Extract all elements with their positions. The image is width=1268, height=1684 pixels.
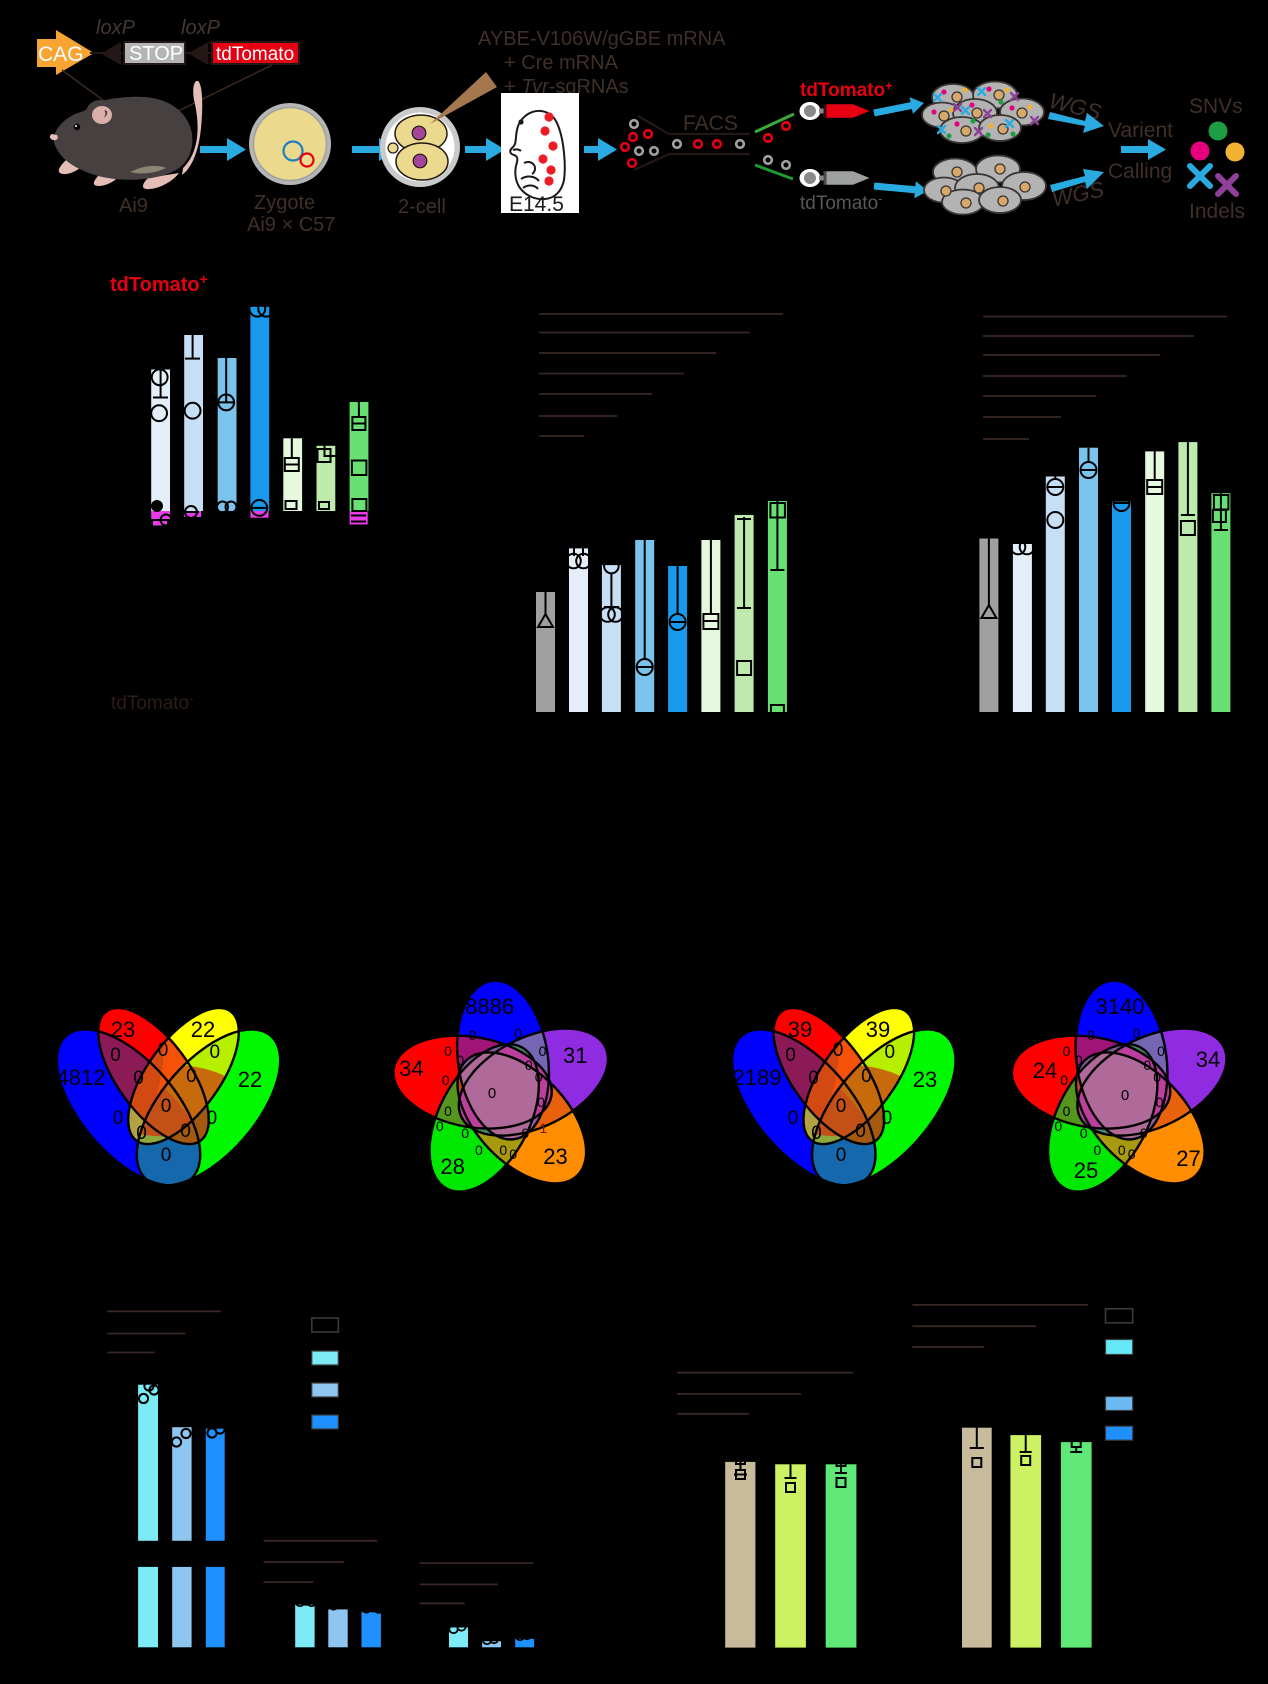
svg-text:0: 0	[885, 1042, 896, 1063]
svg-text:0: 0	[882, 1108, 893, 1129]
svg-text:0: 0	[469, 1027, 477, 1043]
svg-text:0: 0	[1118, 1142, 1126, 1158]
svg-text:Ai9: Ai9	[119, 195, 148, 217]
svg-text:Zygote: Zygote	[254, 192, 315, 214]
svg-text:0: 0	[1140, 1125, 1148, 1141]
svg-text:2189: 2189	[733, 1065, 782, 1090]
svg-text:0: 0	[186, 1066, 197, 1087]
svg-text:0: 0	[514, 1025, 522, 1041]
svg-text:34: 34	[1196, 1047, 1220, 1072]
svg-text:39: 39	[866, 1017, 890, 1042]
svg-text:SNVs: SNVs	[1189, 95, 1243, 118]
svg-text:AYBE-V106W/gGBE mRNA: AYBE-V106W/gGBE mRNA	[478, 28, 726, 50]
svg-text:0: 0	[836, 1096, 847, 1117]
svg-text:0: 0	[461, 1125, 469, 1141]
svg-text:39: 39	[788, 1017, 812, 1042]
svg-text:0: 0	[1143, 1057, 1151, 1073]
svg-text:0: 0	[521, 1125, 529, 1141]
svg-text:0: 0	[1153, 1069, 1161, 1085]
svg-text:tdTomato-: tdTomato-	[800, 191, 883, 214]
svg-text:0: 0	[535, 1069, 543, 1085]
svg-text:0: 0	[509, 1146, 517, 1162]
svg-text:0: 0	[456, 1052, 464, 1068]
svg-text:Varient: Varient	[1108, 119, 1173, 142]
svg-text:4812: 4812	[57, 1065, 106, 1090]
svg-text:0: 0	[210, 1042, 221, 1063]
svg-text:0: 0	[1063, 1103, 1071, 1119]
svg-text:23: 23	[543, 1144, 567, 1169]
svg-text:25: 25	[1074, 1158, 1098, 1183]
svg-text:1: 1	[540, 1120, 548, 1136]
svg-text:0: 0	[180, 1121, 191, 1142]
svg-text:0: 0	[1157, 1043, 1165, 1059]
svg-text:28: 28	[440, 1154, 464, 1179]
svg-text:0: 0	[788, 1108, 799, 1129]
svg-text:0: 0	[1133, 1025, 1141, 1041]
svg-text:tdTomato+: tdTomato+	[800, 78, 893, 101]
svg-text:31: 31	[563, 1043, 587, 1068]
svg-text:0: 0	[1075, 1052, 1083, 1068]
svg-text:0: 0	[113, 1108, 124, 1129]
svg-text:0: 0	[1121, 1087, 1129, 1104]
svg-text:+ Cre mRNA: + Cre mRNA	[504, 52, 619, 74]
svg-text:0: 0	[136, 1123, 147, 1144]
svg-text:Ai9 × C57: Ai9 × C57	[247, 214, 335, 236]
svg-text:0: 0	[1156, 1094, 1164, 1110]
svg-text:+ Tyr-sgRNAs: + Tyr-sgRNAs	[504, 76, 629, 98]
svg-text:0: 0	[1128, 1146, 1136, 1162]
svg-text:0: 0	[833, 1040, 844, 1061]
svg-text:STOP: STOP	[129, 43, 183, 65]
svg-text:34: 34	[399, 1056, 423, 1081]
svg-text:tdTomato-: tdTomato-	[111, 691, 194, 714]
svg-text:0: 0	[1094, 1142, 1102, 1158]
svg-text:22: 22	[238, 1067, 262, 1092]
svg-text:CAG: CAG	[38, 43, 84, 66]
svg-text:0: 0	[444, 1103, 452, 1119]
svg-text:0: 0	[861, 1066, 872, 1087]
svg-text:0: 0	[161, 1096, 172, 1117]
svg-text:2-cell: 2-cell	[398, 196, 446, 218]
svg-text:0: 0	[855, 1121, 866, 1142]
svg-text:Indels: Indels	[1189, 200, 1245, 223]
svg-text:tdTomato+: tdTomato+	[110, 271, 208, 296]
svg-text:0: 0	[1054, 1118, 1062, 1134]
svg-text:0: 0	[499, 1142, 507, 1158]
svg-text:0: 0	[133, 1068, 144, 1089]
svg-text:0: 0	[1080, 1125, 1088, 1141]
svg-text:22: 22	[191, 1017, 215, 1042]
svg-text:0: 0	[525, 1057, 533, 1073]
svg-text:0: 0	[442, 1072, 450, 1088]
svg-text:0: 0	[1087, 1027, 1095, 1043]
svg-text:loxP: loxP	[181, 17, 221, 39]
svg-text:0: 0	[1063, 1043, 1071, 1059]
svg-text:tdTomato: tdTomato	[216, 44, 294, 65]
svg-text:23: 23	[913, 1067, 937, 1092]
svg-text:loxP: loxP	[96, 17, 136, 39]
svg-text:Calling: Calling	[1108, 160, 1172, 183]
svg-text:0: 0	[785, 1045, 796, 1066]
svg-text:3140: 3140	[1096, 994, 1145, 1019]
svg-text:0: 0	[539, 1043, 547, 1059]
svg-text:0: 0	[475, 1142, 483, 1158]
svg-text:0: 0	[488, 1085, 496, 1102]
svg-text:0: 0	[811, 1123, 822, 1144]
svg-text:FACS: FACS	[683, 112, 738, 135]
svg-text:27: 27	[1176, 1146, 1200, 1171]
svg-text:0: 0	[161, 1145, 172, 1166]
svg-text:24: 24	[1033, 1058, 1057, 1083]
svg-text:8886: 8886	[465, 994, 514, 1019]
svg-text:0: 0	[808, 1068, 819, 1089]
svg-text:0: 0	[110, 1045, 121, 1066]
svg-text:0: 0	[444, 1043, 452, 1059]
svg-text:23: 23	[111, 1017, 135, 1042]
svg-text:0: 0	[436, 1118, 444, 1134]
svg-text:0: 0	[537, 1094, 545, 1110]
svg-text:0: 0	[207, 1108, 218, 1129]
svg-text:0: 0	[836, 1145, 847, 1166]
svg-text:0: 0	[1060, 1072, 1068, 1088]
svg-text:E14.5: E14.5	[509, 193, 564, 216]
svg-text:0: 0	[158, 1040, 169, 1061]
